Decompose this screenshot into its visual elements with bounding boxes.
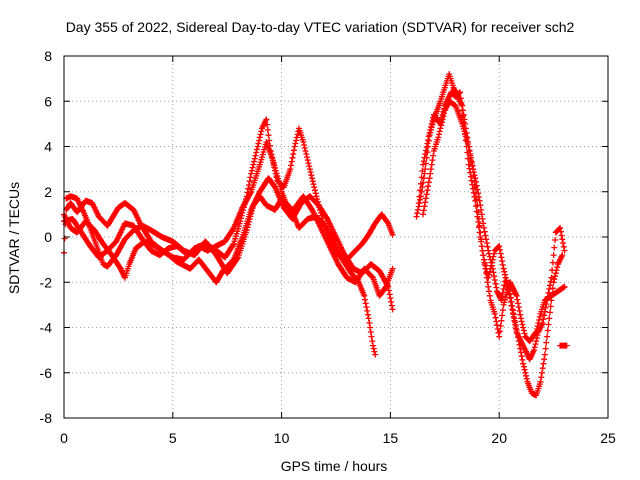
y-tick-label: -6 bbox=[40, 365, 53, 381]
y-tick-label: -2 bbox=[40, 274, 53, 290]
sdtvar-point-track bbox=[420, 98, 568, 345]
x-axis-label: GPS time / hours bbox=[281, 458, 388, 474]
sdtvar-point-track bbox=[557, 342, 570, 349]
y-tick-label: 0 bbox=[44, 229, 52, 245]
y-tick-label: 8 bbox=[44, 48, 52, 64]
x-axis: 0 5 10 15 20 25 bbox=[60, 56, 616, 446]
data-layer bbox=[61, 71, 570, 399]
y-tick-label: 4 bbox=[44, 139, 52, 155]
y-tick-label: 6 bbox=[44, 93, 52, 109]
chart-title: Day 355 of 2022, Sidereal Day-to-day VTE… bbox=[66, 19, 575, 35]
x-tick-label: 15 bbox=[383, 430, 399, 446]
x-tick-label: 10 bbox=[274, 430, 290, 446]
y-tick-label: -8 bbox=[40, 410, 53, 426]
x-tick-label: 20 bbox=[491, 430, 507, 446]
x-tick-label: 5 bbox=[169, 430, 177, 446]
sdtvar-point-track bbox=[415, 89, 568, 363]
y-axis-label: SDTVAR / TECUs bbox=[6, 182, 22, 294]
x-tick-label: 0 bbox=[60, 430, 68, 446]
y-tick-label: -4 bbox=[40, 320, 53, 336]
x-tick-label: 25 bbox=[600, 430, 616, 446]
y-tick-label: 2 bbox=[44, 184, 52, 200]
y-axis: -8 -6 -4 -2 0 2 4 6 8 bbox=[40, 48, 608, 426]
